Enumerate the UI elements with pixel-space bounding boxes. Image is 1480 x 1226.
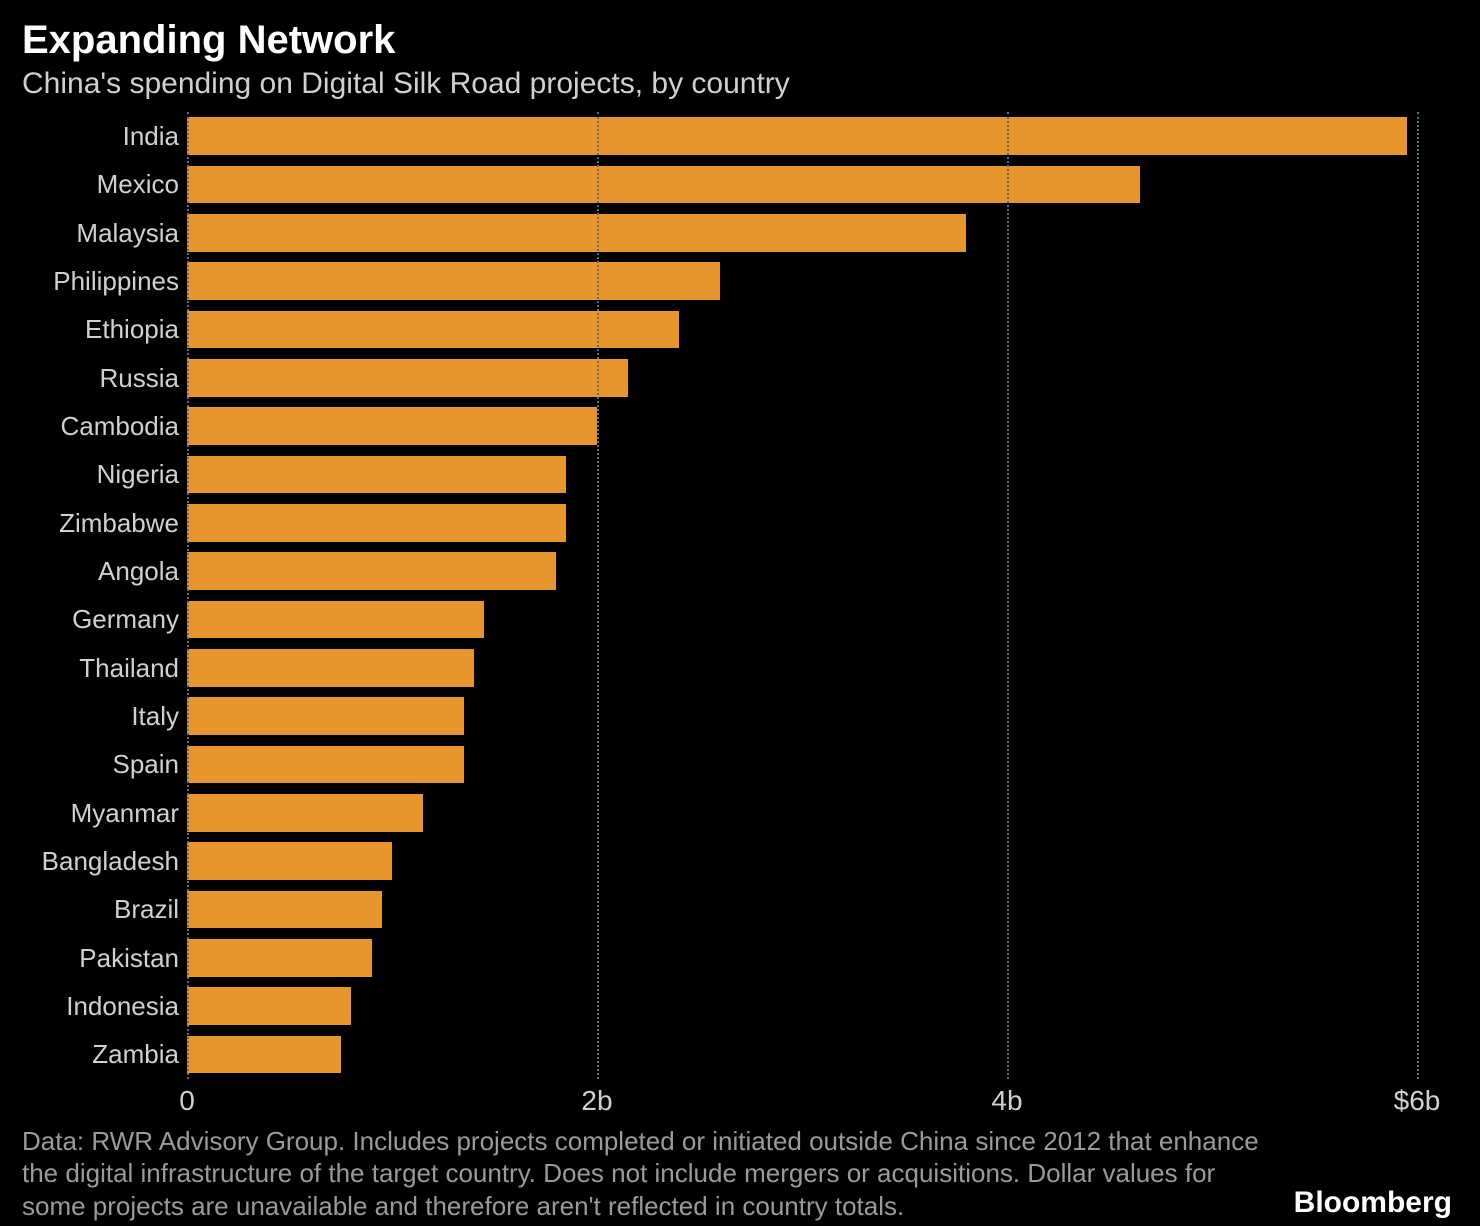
y-axis-label: Mexico <box>22 160 187 208</box>
x-axis: 0 2b 4b $6b <box>22 1079 1458 1125</box>
bar-row <box>187 982 1458 1030</box>
bar-row <box>187 934 1458 982</box>
bar <box>187 649 474 687</box>
y-axis-label: Angola <box>22 547 187 595</box>
chart-subtitle: China's spending on Digital Silk Road pr… <box>22 66 1458 102</box>
bar-row <box>187 885 1458 933</box>
x-tick-label: 2b <box>581 1085 612 1117</box>
footnote: Data: RWR Advisory Group. Includes proje… <box>22 1125 1274 1223</box>
plot <box>187 112 1458 1079</box>
chart-title: Expanding Network <box>22 18 1458 62</box>
y-axis-label: Pakistan <box>22 934 187 982</box>
bar-row <box>187 837 1458 885</box>
y-axis-label: Ethiopia <box>22 305 187 353</box>
bar <box>187 939 372 977</box>
bar <box>187 117 1407 155</box>
bar-row <box>187 1030 1458 1078</box>
bar <box>187 311 679 349</box>
y-axis-label: Nigeria <box>22 450 187 498</box>
bar <box>187 794 423 832</box>
y-axis-label: Malaysia <box>22 209 187 257</box>
bar-row <box>187 740 1458 788</box>
bar-row <box>187 450 1458 498</box>
y-axis-label: Zambia <box>22 1030 187 1078</box>
bar <box>187 166 1140 204</box>
bar <box>187 891 382 929</box>
bar <box>187 504 566 542</box>
bar <box>187 746 464 784</box>
grid-line <box>1007 112 1009 1079</box>
y-axis-label: Zimbabwe <box>22 499 187 547</box>
y-axis-label: Bangladesh <box>22 837 187 885</box>
footer: Data: RWR Advisory Group. Includes proje… <box>22 1125 1458 1226</box>
bar <box>187 552 556 590</box>
y-axis-labels: IndiaMexicoMalaysiaPhilippinesEthiopiaRu… <box>22 112 187 1079</box>
y-axis-label: Philippines <box>22 257 187 305</box>
y-axis-label: Myanmar <box>22 789 187 837</box>
bar-row <box>187 112 1458 160</box>
y-axis-label: India <box>22 112 187 160</box>
x-tick-label: 4b <box>991 1085 1022 1117</box>
bar-row <box>187 257 1458 305</box>
chart-container: Expanding Network China's spending on Di… <box>0 0 1480 1226</box>
brand-logo: Bloomberg <box>1294 1186 1458 1222</box>
y-axis-label: Russia <box>22 354 187 402</box>
bar-row <box>187 354 1458 402</box>
bar <box>187 601 484 639</box>
bar <box>187 407 597 445</box>
bar <box>187 359 628 397</box>
y-axis-label: Indonesia <box>22 982 187 1030</box>
bar-row <box>187 402 1458 450</box>
bar <box>187 262 720 300</box>
x-axis-ticks: 02b4b$6b <box>187 1085 1458 1125</box>
bar-row <box>187 789 1458 837</box>
y-axis-label: Germany <box>22 595 187 643</box>
chart-plot-area: IndiaMexicoMalaysiaPhilippinesEthiopiaRu… <box>22 112 1458 1079</box>
bar-row <box>187 209 1458 257</box>
bar <box>187 987 351 1025</box>
bar-row <box>187 160 1458 208</box>
bar-row <box>187 692 1458 740</box>
bars-layer <box>187 112 1458 1079</box>
bar-row <box>187 499 1458 547</box>
y-axis-label: Cambodia <box>22 402 187 450</box>
bar <box>187 1036 341 1074</box>
x-tick-label: $6b <box>1394 1085 1441 1117</box>
y-axis-label: Brazil <box>22 885 187 933</box>
bar-row <box>187 595 1458 643</box>
bar <box>187 214 966 252</box>
grid-line <box>187 112 189 1079</box>
bar <box>187 842 392 880</box>
bar-row <box>187 305 1458 353</box>
bar-row <box>187 644 1458 692</box>
grid-line <box>1417 112 1419 1079</box>
y-axis-label: Thailand <box>22 644 187 692</box>
x-tick-label: 0 <box>179 1085 195 1117</box>
grid-line <box>597 112 599 1079</box>
bar-row <box>187 547 1458 595</box>
y-axis-label: Italy <box>22 692 187 740</box>
y-axis-label: Spain <box>22 740 187 788</box>
bar <box>187 697 464 735</box>
bar <box>187 456 566 494</box>
